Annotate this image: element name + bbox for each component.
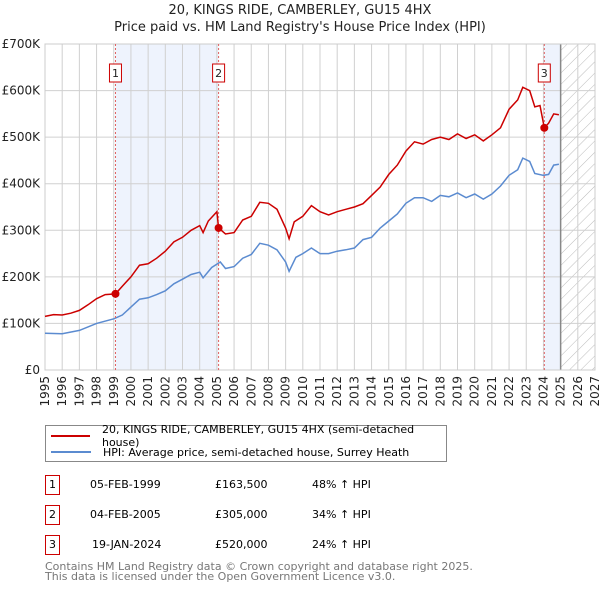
x-tick-label: 2018: [433, 376, 447, 407]
x-tick-label: 1999: [107, 376, 121, 407]
legend-label: 20, KINGS RIDE, CAMBERLEY, GU15 4HX (sem…: [101, 423, 415, 449]
x-tick-label: 2012: [330, 376, 344, 407]
chart-title: 20, KINGS RIDE, CAMBERLEY, GU15 4HX: [168, 3, 432, 18]
x-tick-label: 1996: [55, 376, 69, 407]
sale-label-box: [537, 63, 551, 83]
price-chart: 1995 1996 1997 1998 1999 2000 2001 2002 2003 2004…: [2, 37, 600, 407]
x-tick-label: 2007: [244, 376, 258, 407]
shaded-band: [115, 44, 219, 370]
y-tick-label: £200K: [2, 270, 42, 284]
x-tick-label: 2003: [176, 376, 190, 407]
legend-swatch-blue: [51, 451, 91, 453]
x-tick-label: 2023: [519, 376, 533, 407]
x-tick-label: 2008: [261, 376, 275, 407]
x-tick-label: 2025: [554, 376, 568, 407]
transaction-date: 05-FEB-1999: [90, 478, 161, 491]
transaction-date: 04-FEB-2005: [90, 508, 161, 521]
x-tick-label: 2026: [571, 376, 585, 407]
transaction-date: 19-JAN-2024: [92, 538, 162, 551]
transaction-row: 1 05-FEB-1999 £163,500 48% ↑ HPI: [45, 475, 495, 495]
x-tick-label: 2005: [210, 376, 224, 407]
x-tick-label: 2021: [485, 376, 499, 407]
footer-licence: This data is licensed under the Open Gov…: [45, 570, 396, 583]
x-tick-label: 2022: [502, 376, 516, 407]
x-tick-label: 2024: [536, 376, 550, 407]
x-tick-label: 2027: [588, 376, 600, 407]
transaction-number: 2: [45, 505, 60, 525]
transaction-hpi: 48% ↑ HPI: [312, 478, 371, 491]
x-tick-label: 2015: [382, 376, 396, 407]
legend-swatch-red: [51, 435, 90, 437]
x-tick-label: 2016: [399, 376, 413, 407]
x-tick-label: 2006: [227, 376, 241, 407]
x-tick-label: 2009: [279, 376, 293, 407]
x-tick-label: 2011: [313, 376, 327, 407]
chart-subtitle: Price paid vs. HM Land Registry's House …: [114, 20, 486, 35]
x-tick-label: 2004: [193, 376, 207, 407]
transaction-row: 3 19-JAN-2024 £520,000 24% ↑ HPI: [45, 535, 495, 555]
transaction-number: 1: [45, 475, 60, 495]
x-tick-label: 2000: [124, 376, 138, 407]
x-tick-label: 2001: [141, 376, 155, 407]
x-tick-label: 1997: [72, 376, 86, 407]
y-tick-label: £400K: [2, 177, 42, 191]
legend-label: HPI: Average price, semi-detached house,…: [103, 445, 410, 459]
sale-point: [111, 289, 120, 298]
x-tick-label: 1998: [90, 376, 104, 407]
sale-label: 1: [112, 67, 119, 80]
transaction-price: £163,500: [215, 478, 268, 491]
shaded-band: [544, 44, 561, 370]
plot-frame: [44, 43, 596, 371]
y-tick-label: £100K: [2, 316, 42, 330]
x-tick-label: 2002: [158, 376, 172, 407]
legend: 20, KINGS RIDE, CAMBERLEY, GU15 4HX (sem…: [45, 423, 447, 462]
sale-label: 3: [541, 67, 548, 80]
sale-label-box: [108, 63, 122, 83]
x-tick-label: 2017: [416, 376, 430, 407]
transaction-number: 3: [45, 535, 60, 555]
x-tick-label: 2020: [468, 376, 482, 407]
x-tick-label: 2014: [365, 376, 379, 407]
transaction-row: 2 04-FEB-2005 £305,000 34% ↑ HPI: [45, 505, 495, 525]
transaction-hpi: 24% ↑ HPI: [312, 538, 371, 551]
x-tick-label: 1995: [38, 376, 52, 407]
legend-item-property: 20, KINGS RIDE, CAMBERLEY, GU15 4HX (sem…: [46, 423, 446, 449]
transaction-price: £305,000: [215, 508, 268, 521]
sale-point: [540, 123, 549, 132]
footer-copyright: Contains HM Land Registry data © Crown c…: [45, 560, 473, 573]
y-tick-label: £0: [25, 363, 40, 377]
sale-point: [214, 223, 223, 232]
legend-item-hpi: HPI: Average price, semi-detached house,…: [46, 444, 409, 460]
y-tick-label: £300K: [2, 223, 42, 237]
series-line: [44, 157, 560, 335]
y-tick-label: £700K: [2, 37, 42, 51]
transaction-hpi: 34% ↑ HPI: [312, 508, 371, 521]
sale-label: 2: [215, 67, 222, 80]
y-tick-label: £600K: [2, 84, 42, 98]
sale-label-box: [212, 63, 226, 83]
x-tick-label: 2019: [451, 376, 465, 407]
transaction-price: £520,000: [215, 538, 268, 551]
series-line: [44, 86, 560, 318]
x-tick-label: 2010: [296, 376, 310, 407]
y-tick-label: £500K: [2, 130, 42, 144]
x-tick-label: 2013: [347, 376, 361, 407]
